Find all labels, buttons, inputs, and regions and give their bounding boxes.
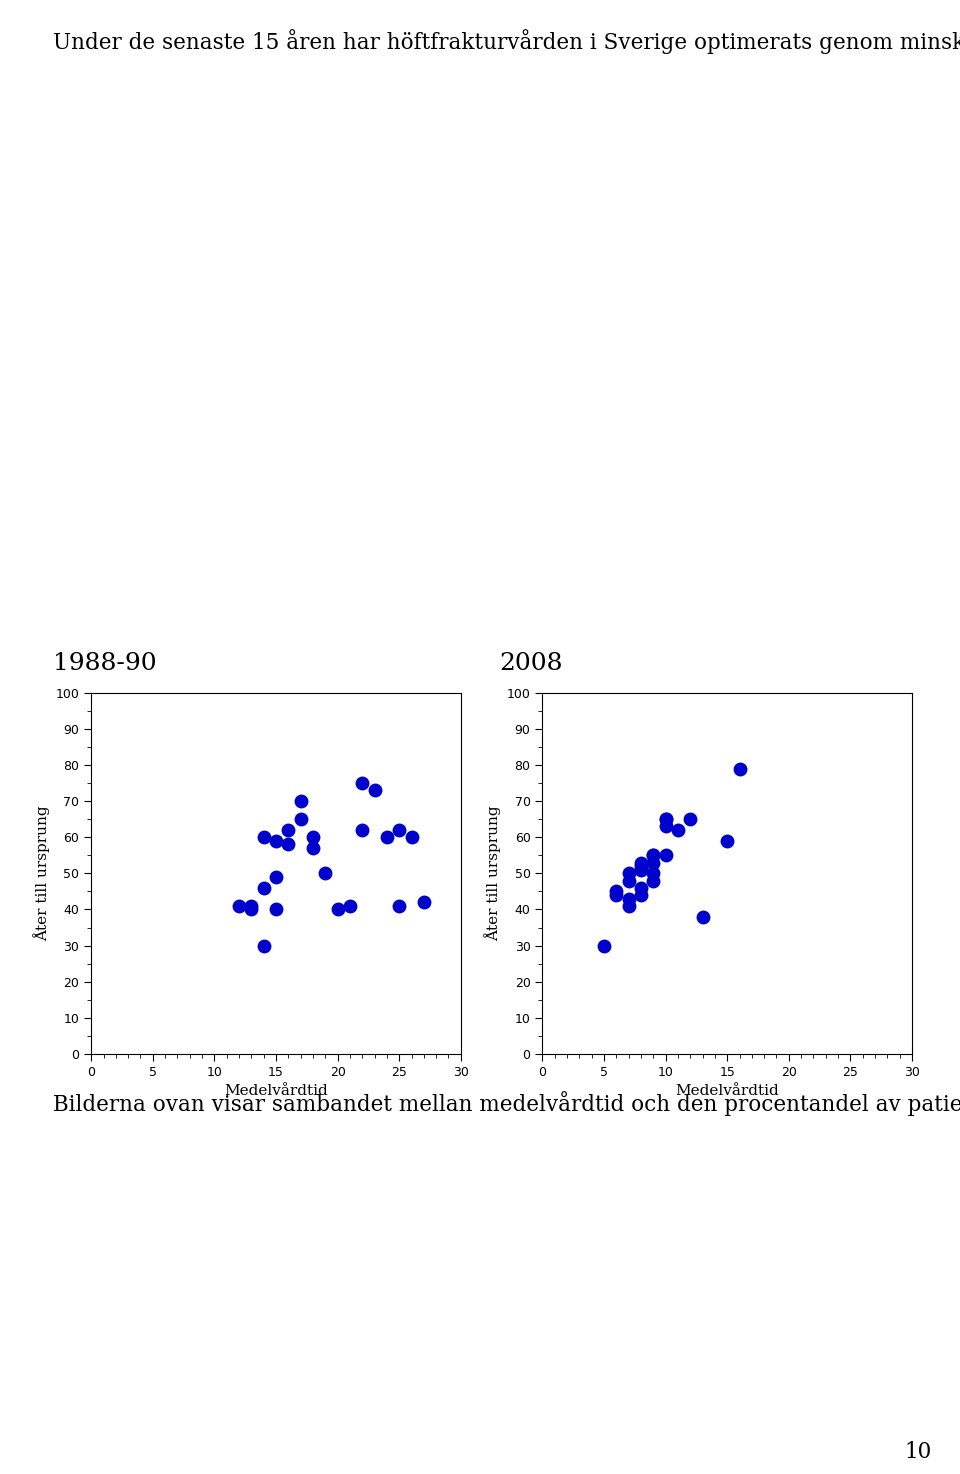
Point [609, 880, 624, 904]
Point [256, 825, 272, 849]
Point [244, 898, 259, 921]
Point [404, 825, 420, 849]
Point [280, 833, 296, 856]
Point [658, 808, 673, 831]
Point [695, 905, 710, 929]
Point [609, 883, 624, 907]
Point [634, 855, 649, 879]
Point [645, 843, 660, 867]
Point [256, 876, 272, 899]
Point [268, 898, 284, 921]
X-axis label: Medelvårdtid: Medelvårdtid [675, 1085, 780, 1098]
Point [318, 861, 333, 884]
Point [634, 858, 649, 881]
Point [658, 808, 673, 831]
Point [379, 825, 395, 849]
Point [231, 895, 247, 918]
Point [392, 895, 407, 918]
Point [621, 887, 636, 911]
Point [354, 818, 370, 842]
Point [720, 828, 735, 852]
Point [354, 771, 370, 794]
Point [645, 843, 660, 867]
Point [330, 898, 346, 921]
Point [683, 808, 698, 831]
Point [621, 861, 636, 884]
Point [634, 876, 649, 899]
Point [293, 790, 308, 814]
Point [596, 935, 612, 958]
Text: Under de senaste 15 åren har höftfrakturvården i Sverige optimerats genom minska: Under de senaste 15 åren har höftfraktur… [53, 29, 960, 55]
Point [645, 868, 660, 892]
Point [305, 836, 321, 859]
Point [634, 883, 649, 907]
Point [645, 850, 660, 874]
Point [621, 895, 636, 918]
Point [658, 843, 673, 867]
Point [645, 861, 660, 884]
Text: 1988-90: 1988-90 [53, 652, 156, 675]
Text: 2008: 2008 [499, 652, 563, 675]
Point [293, 808, 308, 831]
Y-axis label: Åter till ursprung: Åter till ursprung [484, 805, 501, 942]
Point [658, 815, 673, 839]
Point [367, 778, 382, 802]
Point [305, 825, 321, 849]
Point [634, 850, 649, 874]
Point [342, 895, 357, 918]
Point [280, 818, 296, 842]
Point [416, 890, 431, 914]
Point [392, 818, 407, 842]
X-axis label: Medelvårdtid: Medelvårdtid [224, 1085, 328, 1098]
Point [268, 865, 284, 889]
Point [244, 895, 259, 918]
Y-axis label: Åter till ursprung: Åter till ursprung [33, 805, 50, 942]
Point [621, 868, 636, 892]
Point [670, 818, 685, 842]
Point [256, 935, 272, 958]
Text: 10: 10 [904, 1442, 931, 1462]
Point [732, 756, 747, 780]
Point [268, 828, 284, 852]
Text: Bilderna ovan visar sambandet mellan medelvårdtid och den procentandel av patien: Bilderna ovan visar sambandet mellan med… [53, 1091, 960, 1116]
